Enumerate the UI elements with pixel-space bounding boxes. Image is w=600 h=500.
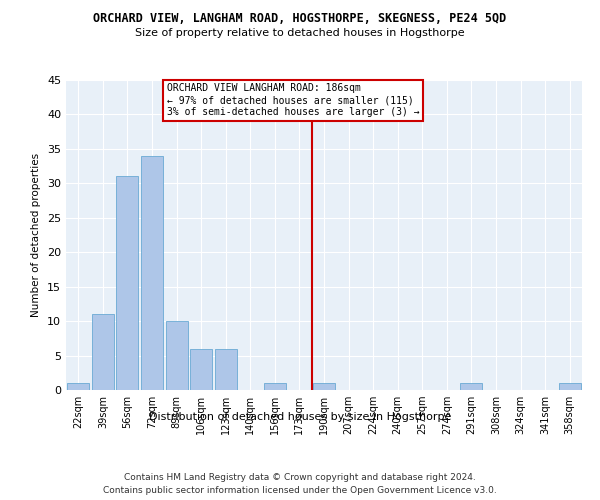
Bar	[313, 383, 335, 390]
Text: ORCHARD VIEW, LANGHAM ROAD, HOGSTHORPE, SKEGNESS, PE24 5QD: ORCHARD VIEW, LANGHAM ROAD, HOGSTHORPE, …	[94, 12, 506, 26]
Bar	[190, 348, 212, 390]
Bar	[215, 348, 237, 390]
Bar	[559, 383, 581, 390]
Text: Contains HM Land Registry data © Crown copyright and database right 2024.: Contains HM Land Registry data © Crown c…	[124, 472, 476, 482]
Y-axis label: Number of detached properties: Number of detached properties	[31, 153, 41, 317]
Text: Size of property relative to detached houses in Hogsthorpe: Size of property relative to detached ho…	[135, 28, 465, 38]
Bar	[92, 314, 114, 390]
Bar	[141, 156, 163, 390]
Bar	[67, 383, 89, 390]
Text: Contains public sector information licensed under the Open Government Licence v3: Contains public sector information licen…	[103, 486, 497, 495]
Bar	[116, 176, 139, 390]
Text: ORCHARD VIEW LANGHAM ROAD: 186sqm
← 97% of detached houses are smaller (115)
3% : ORCHARD VIEW LANGHAM ROAD: 186sqm ← 97% …	[167, 84, 419, 116]
Bar	[460, 383, 482, 390]
Bar	[166, 321, 188, 390]
Bar	[264, 383, 286, 390]
Text: Distribution of detached houses by size in Hogsthorpe: Distribution of detached houses by size …	[149, 412, 451, 422]
